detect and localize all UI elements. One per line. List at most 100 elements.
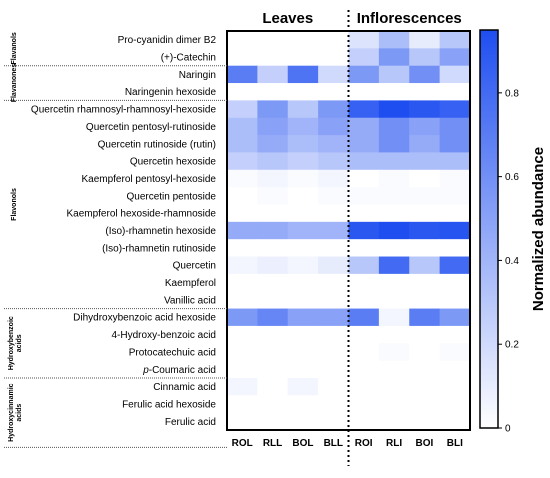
heatmap-cell: [318, 412, 349, 431]
row-label: Quercetin rhamnosyl-rhamnosyl-hexoside: [31, 105, 217, 116]
heatmap-cell: [439, 377, 471, 396]
heatmap-cell: [227, 343, 258, 362]
heatmap-cell: [287, 169, 319, 188]
row-label: Quercetin pentoside: [126, 191, 216, 202]
heatmap-cell: [257, 31, 289, 49]
heatmap-cell: [318, 169, 349, 188]
heatmap-cell: [409, 31, 441, 49]
heatmap-cell: [409, 256, 441, 275]
heatmap-cell: [227, 204, 258, 223]
heatmap-cell: [287, 412, 319, 431]
heatmap-cell: [378, 152, 410, 171]
colorbar-label: Normalized abundance: [530, 147, 547, 311]
heatmap-cell: [439, 395, 471, 414]
colorbar-tick-label: 0.2: [505, 340, 519, 351]
heatmap-cell: [318, 273, 349, 292]
heatmap-cell: [257, 377, 289, 396]
heatmap-cell: [318, 135, 349, 153]
heatmap-cell: [287, 308, 319, 327]
title-leaves: Leaves: [262, 10, 313, 27]
heatmap-cell: [227, 256, 258, 275]
heatmap-cell: [409, 291, 441, 310]
heatmap-cell: [348, 256, 380, 275]
heatmap-cell: [348, 395, 380, 414]
heatmap-cell: [439, 169, 471, 188]
heatmap-cell: [348, 239, 380, 258]
heatmap-cell: [378, 187, 410, 205]
heatmap-cell: [439, 308, 471, 327]
heatmap-cell: [378, 395, 410, 414]
heatmap-cell: [318, 395, 349, 414]
heatmap-cell: [227, 239, 258, 258]
heatmap-cell: [409, 308, 441, 327]
colorbar-tick-label: 0.4: [505, 256, 519, 267]
heatmap-cell: [287, 395, 319, 414]
heatmap-cell: [378, 100, 410, 119]
heatmap-cell: [287, 273, 319, 292]
row-label: Quercetin: [173, 261, 216, 272]
heatmap-cell: [439, 65, 471, 84]
heatmap-cell: [348, 31, 380, 49]
heatmap-cell: [409, 239, 441, 258]
row-label: Vanillic acid: [164, 295, 216, 306]
column-label: ROI: [355, 438, 373, 449]
heatmap-cell: [409, 395, 441, 414]
heatmap-cell: [409, 343, 441, 362]
heatmap-cell: [318, 31, 349, 49]
heatmap-cell: [348, 117, 380, 136]
heatmap-cell: [348, 360, 380, 379]
heatmap-cell: [439, 291, 471, 310]
row-label: Naringin: [179, 70, 216, 81]
column-label: BLL: [324, 438, 343, 449]
heatmap-cell: [409, 187, 441, 205]
heatmap-cell: [257, 187, 289, 205]
heatmap-cell: [378, 83, 410, 101]
group-label: Hydroxycinnamicacids: [8, 383, 23, 441]
row-label: Protocatechuic acid: [129, 347, 216, 358]
heatmap-cell: [348, 48, 380, 67]
heatmap-cell: [348, 343, 380, 362]
heatmap-cell: [378, 239, 410, 258]
heatmap-cell: [287, 48, 319, 67]
heatmap-cell: [348, 308, 380, 327]
row-label: Dihydroxybenzoic acid hexoside: [73, 313, 216, 324]
group-label: Hydroxybenzoicacids: [8, 316, 23, 370]
heatmap-cell: [318, 256, 349, 275]
colorbar: [479, 29, 499, 429]
heatmap-cell: [287, 377, 319, 396]
row-label: Quercetin hexoside: [130, 157, 217, 168]
heatmap-cell: [348, 377, 380, 396]
heatmap-cell: [378, 48, 410, 67]
heatmap-cell: [227, 377, 258, 396]
heatmap-cell: [348, 273, 380, 292]
heatmap-cell: [287, 65, 319, 84]
heatmap-cell: [348, 100, 380, 119]
heatmap-cell: [227, 273, 258, 292]
heatmap-cell: [287, 100, 319, 119]
column-label: ROL: [232, 438, 253, 449]
heatmap-cell: [257, 360, 289, 379]
heatmap-cell: [287, 31, 319, 49]
heatmap-cell: [348, 65, 380, 84]
heatmap-cell: [409, 204, 441, 223]
heatmap-cell: [287, 239, 319, 258]
heatmap-cell: [257, 117, 289, 136]
heatmap-cell: [409, 377, 441, 396]
row-label: Quercetin rutinoside (rutin): [98, 139, 216, 150]
heatmap-cell: [378, 343, 410, 362]
heatmap-cell: [378, 221, 410, 240]
column-label: BOI: [416, 438, 434, 449]
heatmap-cell: [409, 117, 441, 136]
heatmap-cell: [348, 135, 380, 153]
heatmap-cell: [287, 187, 319, 205]
row-label: Pro-cyanidin dimer B2: [118, 35, 217, 46]
heatmap-cell: [227, 100, 258, 119]
heatmap-cell: [227, 360, 258, 379]
heatmap-cell: [439, 100, 471, 119]
heatmap-cell: [227, 117, 258, 136]
row-label: Kaempferol hexoside-rhamnoside: [66, 209, 216, 220]
heatmap-cell: [257, 221, 289, 240]
heatmap-cell: [409, 169, 441, 188]
heatmap-cell: [439, 412, 471, 431]
